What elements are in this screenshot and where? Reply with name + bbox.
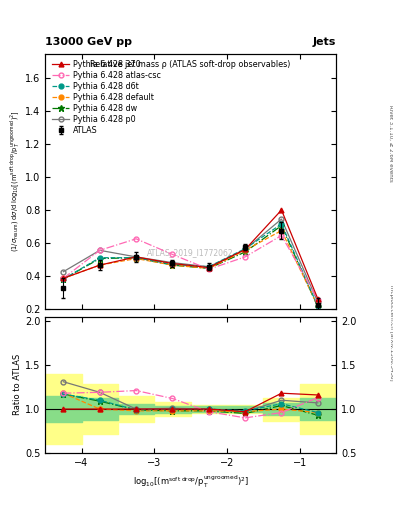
- Pythia 6.428 default: [61, 275, 66, 282]
- Pythia 6.428 370: [61, 275, 66, 282]
- Pythia 6.428 370: [134, 254, 138, 260]
- Pythia 6.428 p0: [134, 254, 138, 260]
- Line: Pythia 6.428 dw: Pythia 6.428 dw: [60, 223, 321, 310]
- X-axis label: log$_{10}$[(m$^{\mathrm{soft\ drop}}$/p$_\mathrm{T}^{\mathrm{ungroomed}}$)$^2$]: log$_{10}$[(m$^{\mathrm{soft\ drop}}$/p$…: [132, 474, 249, 490]
- Text: Rivet 3.1.10, ≥ 2.6M events: Rivet 3.1.10, ≥ 2.6M events: [389, 105, 393, 182]
- Pythia 6.428 d6t: [206, 264, 211, 270]
- Text: ATLAS_2019_I1772062: ATLAS_2019_I1772062: [147, 248, 234, 257]
- Pythia 6.428 370: [170, 261, 175, 267]
- Line: Pythia 6.428 d6t: Pythia 6.428 d6t: [61, 222, 320, 309]
- Pythia 6.428 p0: [279, 216, 284, 222]
- Y-axis label: $(1/\sigma_\mathrm{resum})$ d$\sigma$/d log$_{10}$[(m$^\mathrm{soft\ drop}$/p$_T: $(1/\sigma_\mathrm{resum})$ d$\sigma$/d …: [9, 110, 22, 252]
- Text: mcplots.cern.ch [arXiv:1306.3436]: mcplots.cern.ch [arXiv:1306.3436]: [389, 285, 393, 380]
- Pythia 6.428 default: [279, 227, 284, 233]
- Text: Relative jet mass ρ (ATLAS soft-drop observables): Relative jet mass ρ (ATLAS soft-drop obs…: [90, 60, 291, 69]
- Pythia 6.428 atlas-csc: [206, 266, 211, 272]
- Pythia 6.428 dw: [134, 254, 138, 261]
- Pythia 6.428 370: [97, 262, 102, 268]
- Pythia 6.428 default: [134, 255, 138, 262]
- Pythia 6.428 370: [316, 296, 320, 302]
- Pythia 6.428 d6t: [61, 276, 66, 282]
- Pythia 6.428 dw: [170, 262, 175, 268]
- Legend: Pythia 6.428 370, Pythia 6.428 atlas-csc, Pythia 6.428 d6t, Pythia 6.428 default: Pythia 6.428 370, Pythia 6.428 atlas-csc…: [49, 58, 163, 138]
- Pythia 6.428 atlas-csc: [97, 247, 102, 253]
- Text: Jets: Jets: [313, 37, 336, 47]
- Pythia 6.428 dw: [279, 223, 284, 229]
- Pythia 6.428 default: [170, 262, 175, 268]
- Pythia 6.428 370: [243, 246, 248, 252]
- Pythia 6.428 default: [316, 303, 320, 309]
- Pythia 6.428 dw: [243, 249, 248, 255]
- Pythia 6.428 atlas-csc: [316, 296, 320, 303]
- Pythia 6.428 d6t: [134, 254, 138, 261]
- Line: Pythia 6.428 default: Pythia 6.428 default: [61, 228, 320, 309]
- Pythia 6.428 d6t: [316, 303, 320, 309]
- Pythia 6.428 d6t: [170, 261, 175, 267]
- Line: Pythia 6.428 370: Pythia 6.428 370: [61, 207, 320, 301]
- Line: Pythia 6.428 p0: Pythia 6.428 p0: [61, 217, 320, 305]
- Pythia 6.428 p0: [316, 299, 320, 305]
- Y-axis label: Ratio to ATLAS: Ratio to ATLAS: [13, 354, 22, 415]
- Pythia 6.428 d6t: [97, 254, 102, 261]
- Pythia 6.428 atlas-csc: [170, 251, 175, 258]
- Pythia 6.428 370: [206, 265, 211, 271]
- Pythia 6.428 370: [279, 207, 284, 213]
- Pythia 6.428 d6t: [243, 246, 248, 252]
- Pythia 6.428 p0: [243, 246, 248, 252]
- Pythia 6.428 dw: [316, 304, 320, 310]
- Pythia 6.428 dw: [61, 276, 66, 282]
- Pythia 6.428 default: [97, 262, 102, 268]
- Line: Pythia 6.428 atlas-csc: Pythia 6.428 atlas-csc: [61, 233, 320, 302]
- Pythia 6.428 default: [206, 265, 211, 271]
- Text: 13000 GeV pp: 13000 GeV pp: [45, 37, 132, 47]
- Pythia 6.428 p0: [97, 247, 102, 253]
- Pythia 6.428 default: [243, 247, 248, 253]
- Pythia 6.428 p0: [206, 264, 211, 270]
- Pythia 6.428 d6t: [279, 221, 284, 227]
- Pythia 6.428 atlas-csc: [279, 232, 284, 239]
- Pythia 6.428 p0: [61, 269, 66, 275]
- Pythia 6.428 dw: [97, 255, 102, 262]
- Pythia 6.428 atlas-csc: [61, 275, 66, 282]
- Pythia 6.428 dw: [206, 265, 211, 271]
- Pythia 6.428 atlas-csc: [243, 254, 248, 260]
- Pythia 6.428 p0: [170, 260, 175, 266]
- Pythia 6.428 atlas-csc: [134, 236, 138, 242]
